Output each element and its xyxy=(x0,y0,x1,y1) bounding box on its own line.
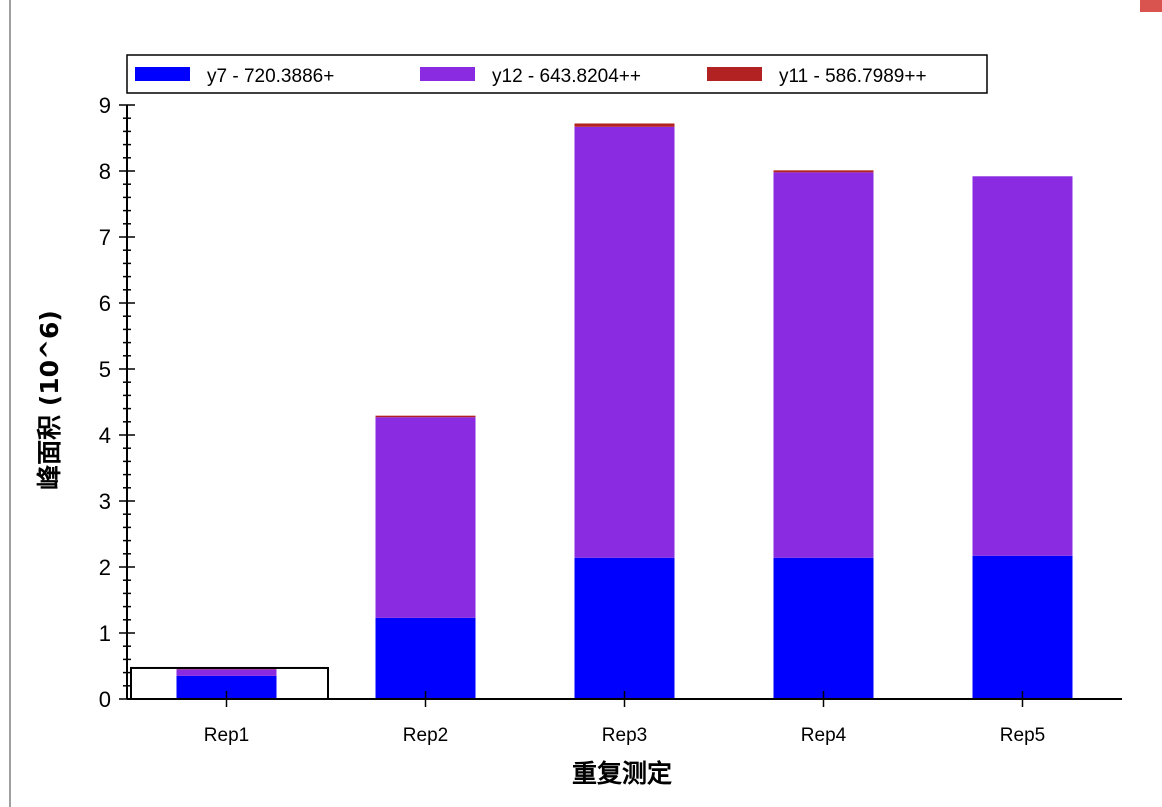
bar-rep5-series-0[interactable] xyxy=(972,555,1073,699)
y-tick-label: 5 xyxy=(99,357,111,382)
bar-rep2-series-2[interactable] xyxy=(375,415,476,418)
y-tick-label: 3 xyxy=(99,489,111,514)
y-tick-label: 1 xyxy=(99,621,111,646)
bar-rep3-series-2[interactable] xyxy=(574,123,675,127)
y-axis-title: 峰面积 (10^6) xyxy=(35,310,64,490)
bar-rep5-series-1[interactable] xyxy=(972,176,1073,556)
legend-swatch-2 xyxy=(707,67,762,81)
bar-rep2-series-1[interactable] xyxy=(375,417,476,618)
legend-label-2: y11 - 586.7989++ xyxy=(779,66,927,87)
legend-label-0: y7 - 720.3886+ xyxy=(207,66,334,87)
legend-label-1: y12 - 643.8204++ xyxy=(492,66,641,87)
x-tick-label-rep3: Rep3 xyxy=(602,725,647,746)
legend-box xyxy=(126,54,988,94)
legend-swatch-0 xyxy=(135,67,190,81)
x-tick-label-rep1: Rep1 xyxy=(204,725,249,746)
y-tick-label: 6 xyxy=(99,291,111,316)
x-tick-label-rep4: Rep4 xyxy=(801,725,847,746)
bar-rep4-series-2[interactable] xyxy=(773,170,874,173)
y-tick-label: 8 xyxy=(99,159,111,184)
bar-rep4-series-0[interactable] xyxy=(773,557,874,699)
x-tick-label-rep5: Rep5 xyxy=(1000,725,1045,746)
bar-rep3-series-1[interactable] xyxy=(574,126,675,558)
bar-rep1-series-1[interactable] xyxy=(176,669,277,676)
x-axis-title: 重复测定 xyxy=(572,759,672,788)
y-tick-label: 2 xyxy=(99,555,111,580)
y-tick-label: 4 xyxy=(99,423,111,448)
legend: y7 - 720.3886+ y12 - 643.8204++ y11 - 586.… xyxy=(126,54,988,94)
axes-group: 0 1 2 3 4 5 6 7 8 9 Rep1 Rep2 Rep3 Rep4 Rep5 xyxy=(99,93,1122,746)
legend-swatch-1 xyxy=(420,67,475,81)
y-tick-label: 7 xyxy=(99,225,111,250)
bar-rep3-series-0[interactable] xyxy=(574,557,675,699)
y-tick-label: 9 xyxy=(99,93,111,118)
corner-marker xyxy=(1140,0,1162,12)
bar-rep2-series-0[interactable] xyxy=(375,617,476,699)
x-tick-label-rep2: Rep2 xyxy=(403,725,448,746)
y-tick-label: 0 xyxy=(99,687,111,712)
bars-group xyxy=(130,123,1073,700)
bar-rep1-series-0[interactable] xyxy=(176,675,277,699)
bar-rep4-series-1[interactable] xyxy=(773,172,874,558)
